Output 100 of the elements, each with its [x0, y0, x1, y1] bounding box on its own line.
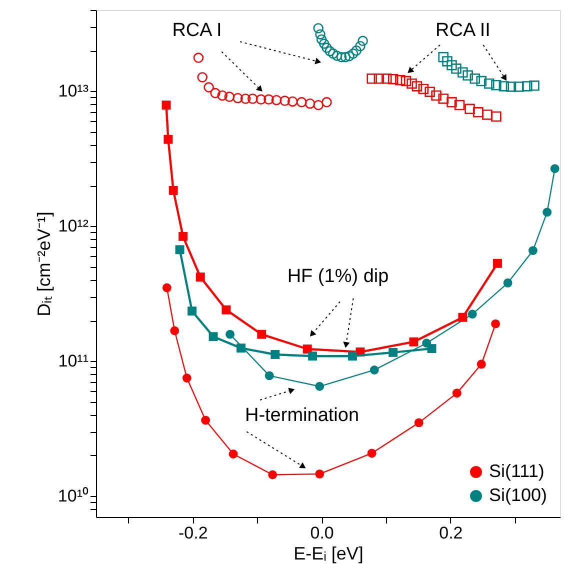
point — [257, 330, 266, 339]
point — [188, 306, 196, 316]
y-tick-label: 10¹³ — [58, 82, 89, 101]
point — [228, 450, 238, 458]
point — [412, 81, 422, 92]
point — [315, 469, 324, 478]
point — [197, 72, 208, 82]
point — [418, 84, 428, 94]
point — [182, 374, 192, 382]
point — [256, 94, 266, 105]
point — [332, 50, 342, 61]
point — [452, 388, 462, 398]
y-tick-label: 10¹¹ — [58, 352, 89, 371]
point — [388, 74, 398, 84]
point — [296, 97, 307, 108]
point — [315, 382, 324, 391]
point — [351, 46, 362, 56]
point — [414, 418, 424, 428]
point — [542, 208, 552, 217]
point — [348, 352, 357, 361]
y-tick-label: 10¹² — [58, 216, 89, 236]
point — [400, 76, 412, 86]
point — [268, 470, 278, 480]
point — [451, 64, 462, 74]
point — [178, 232, 188, 241]
point — [493, 258, 502, 268]
point — [366, 74, 377, 84]
point — [367, 448, 376, 458]
annotation: RCA II — [436, 20, 490, 41]
point — [491, 319, 500, 328]
point — [462, 70, 473, 81]
point — [247, 94, 258, 104]
point — [355, 41, 366, 52]
x-tick-label: 0.2 — [439, 524, 463, 542]
point — [482, 110, 492, 120]
point — [222, 305, 231, 314]
point — [468, 310, 477, 319]
point — [528, 246, 538, 256]
x-tick-label: -0.2 — [178, 524, 208, 542]
point — [491, 111, 502, 122]
point — [271, 94, 282, 106]
point — [473, 107, 484, 118]
point — [232, 92, 243, 104]
point — [168, 186, 178, 195]
annotation: HF (1%) dip — [287, 266, 389, 287]
point — [324, 46, 336, 56]
point — [382, 74, 392, 84]
point — [458, 312, 468, 322]
point — [264, 94, 274, 105]
point — [224, 92, 235, 102]
annotation: H-termination — [244, 405, 360, 426]
point — [529, 80, 540, 91]
point — [503, 278, 512, 288]
point — [308, 352, 318, 361]
point — [395, 74, 406, 86]
point — [446, 60, 457, 70]
point — [370, 366, 379, 374]
point — [427, 344, 436, 354]
point — [438, 52, 448, 62]
point — [304, 98, 316, 109]
annotation: RCA I — [172, 20, 222, 41]
point — [358, 36, 368, 46]
point — [313, 100, 324, 110]
point — [470, 74, 480, 84]
point — [319, 38, 330, 49]
point — [322, 97, 332, 108]
point — [226, 330, 235, 339]
point — [506, 82, 516, 92]
legend-label: Si(100) — [489, 485, 548, 505]
point — [162, 283, 172, 292]
point — [217, 90, 228, 101]
point — [336, 52, 347, 62]
point — [175, 245, 184, 254]
point — [454, 100, 465, 110]
point — [424, 86, 435, 97]
point — [406, 78, 417, 89]
point — [348, 48, 358, 59]
point — [498, 81, 510, 92]
x-tick-label: 0.0 — [310, 524, 334, 542]
point — [201, 416, 210, 425]
point — [322, 42, 332, 53]
point — [446, 97, 457, 108]
point — [193, 52, 204, 63]
point — [464, 104, 475, 114]
point — [484, 78, 494, 89]
point — [264, 371, 274, 380]
point — [196, 272, 205, 282]
point — [313, 23, 324, 34]
point — [302, 344, 312, 354]
point — [315, 29, 326, 40]
point — [270, 350, 280, 359]
point — [170, 326, 180, 336]
point — [388, 348, 398, 357]
point — [204, 82, 214, 92]
point — [409, 337, 418, 346]
point — [162, 100, 171, 110]
point — [287, 96, 298, 107]
point — [522, 81, 532, 92]
point — [458, 67, 468, 78]
point — [431, 90, 442, 101]
